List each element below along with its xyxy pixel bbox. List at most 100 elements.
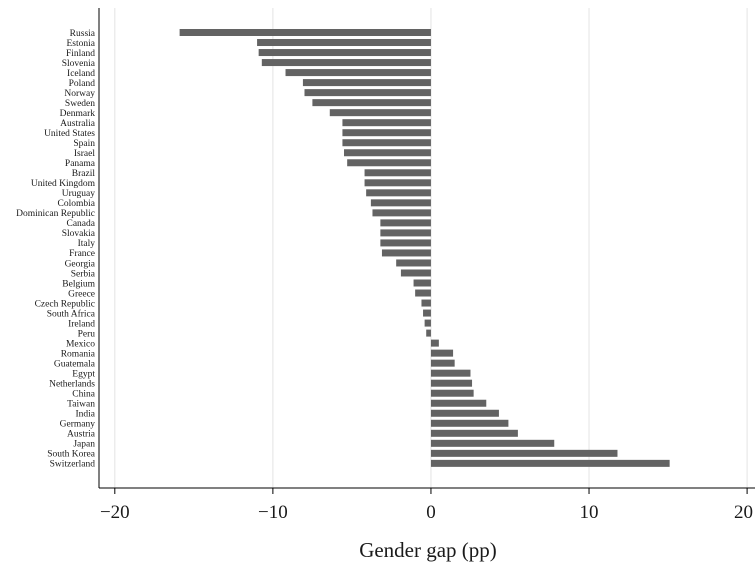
category-label: Austria bbox=[67, 430, 96, 440]
category-label: India bbox=[75, 410, 95, 420]
category-label: Ireland bbox=[68, 319, 95, 329]
category-label: Finland bbox=[66, 49, 95, 59]
bar bbox=[430, 439, 555, 447]
bar bbox=[430, 429, 518, 437]
category-label: Peru bbox=[78, 329, 96, 339]
category-label: Panama bbox=[65, 159, 96, 169]
category-label: Sweden bbox=[65, 99, 95, 109]
bar bbox=[430, 349, 454, 357]
category-label: Spain bbox=[73, 139, 95, 149]
bar bbox=[396, 259, 431, 267]
bar bbox=[342, 119, 431, 127]
category-label: Greece bbox=[68, 289, 95, 299]
bar bbox=[257, 39, 431, 47]
gridlines bbox=[114, 8, 748, 488]
category-label: China bbox=[72, 390, 95, 400]
bar bbox=[366, 189, 431, 197]
category-labels: RussiaEstoniaFinlandSloveniaIcelandPolan… bbox=[16, 29, 96, 470]
bar bbox=[364, 179, 431, 187]
category-label: Canada bbox=[67, 219, 96, 229]
bars bbox=[179, 29, 670, 467]
category-label: United Kingdom bbox=[31, 179, 96, 189]
bar bbox=[430, 389, 474, 397]
x-tick-label: 20 bbox=[734, 502, 753, 523]
bar bbox=[415, 289, 431, 297]
category-label: Poland bbox=[69, 79, 96, 89]
category-label: South Africa bbox=[47, 308, 96, 319]
bar bbox=[329, 109, 431, 117]
bar bbox=[430, 339, 439, 347]
bar bbox=[430, 459, 670, 467]
bar bbox=[261, 59, 431, 67]
bar bbox=[370, 199, 431, 207]
category-label: Germany bbox=[60, 420, 96, 430]
bar bbox=[302, 79, 431, 87]
bar bbox=[304, 89, 431, 97]
category-label: Belgium bbox=[62, 279, 95, 289]
category-label: Netherlands bbox=[49, 380, 95, 390]
category-label: South Korea bbox=[47, 450, 96, 460]
bar bbox=[430, 419, 509, 427]
bar bbox=[347, 159, 431, 167]
bar bbox=[364, 169, 431, 177]
category-label: Russia bbox=[70, 29, 96, 39]
category-label: Mexico bbox=[66, 339, 95, 349]
category-label: Georgia bbox=[65, 259, 96, 269]
bar bbox=[344, 149, 431, 157]
x-tick-label: 0 bbox=[426, 502, 436, 523]
category-label: Uruguay bbox=[62, 189, 95, 199]
bar bbox=[285, 69, 431, 77]
category-label: Israel bbox=[74, 149, 95, 159]
bar bbox=[423, 309, 431, 317]
bar bbox=[342, 129, 431, 137]
category-label: France bbox=[69, 249, 95, 259]
category-label: Egypt bbox=[72, 369, 95, 379]
category-label: Guatemala bbox=[54, 359, 96, 369]
bar bbox=[413, 279, 431, 287]
category-label: Taiwan bbox=[67, 400, 95, 410]
category-label: Colombia bbox=[58, 199, 96, 209]
bar bbox=[312, 99, 431, 107]
bar bbox=[430, 409, 499, 417]
bar bbox=[258, 49, 431, 57]
bar bbox=[380, 219, 431, 227]
bar bbox=[342, 139, 431, 147]
bar bbox=[421, 299, 431, 307]
x-axis-title: Gender gap (pp) bbox=[359, 538, 497, 562]
category-label: Slovakia bbox=[62, 229, 96, 239]
category-label: Italy bbox=[78, 239, 96, 249]
bar bbox=[430, 449, 618, 457]
category-label: Norway bbox=[64, 89, 95, 99]
category-label: Czech Republic bbox=[35, 299, 95, 309]
category-label: Slovenia bbox=[62, 59, 96, 69]
bar bbox=[372, 209, 431, 217]
category-label: Romania bbox=[61, 349, 96, 359]
category-label: Switzerland bbox=[50, 460, 96, 470]
category-label: Serbia bbox=[71, 269, 96, 279]
category-label: Brazil bbox=[72, 169, 96, 179]
category-label: Australia bbox=[60, 119, 96, 129]
bar bbox=[179, 29, 431, 36]
bar bbox=[381, 249, 431, 257]
category-label: Estonia bbox=[67, 39, 96, 49]
x-tick-label: −10 bbox=[258, 502, 288, 523]
category-label: Japan bbox=[73, 440, 95, 450]
bar bbox=[430, 359, 455, 367]
category-label: Iceland bbox=[67, 69, 95, 79]
bar bbox=[380, 229, 431, 237]
x-tick-label: −20 bbox=[100, 502, 130, 523]
axes: −20 −10 0 10 20 bbox=[98, 8, 755, 523]
bar bbox=[380, 239, 431, 247]
bar bbox=[430, 379, 473, 387]
category-label: Dominican Republic bbox=[16, 209, 95, 219]
bar bbox=[430, 399, 487, 407]
category-label: United States bbox=[44, 129, 95, 139]
x-tick-label: 10 bbox=[580, 502, 599, 523]
category-label: Denmark bbox=[60, 109, 96, 119]
bar bbox=[400, 269, 431, 277]
bar bbox=[426, 329, 431, 337]
bar bbox=[424, 319, 431, 327]
bar bbox=[430, 369, 471, 377]
